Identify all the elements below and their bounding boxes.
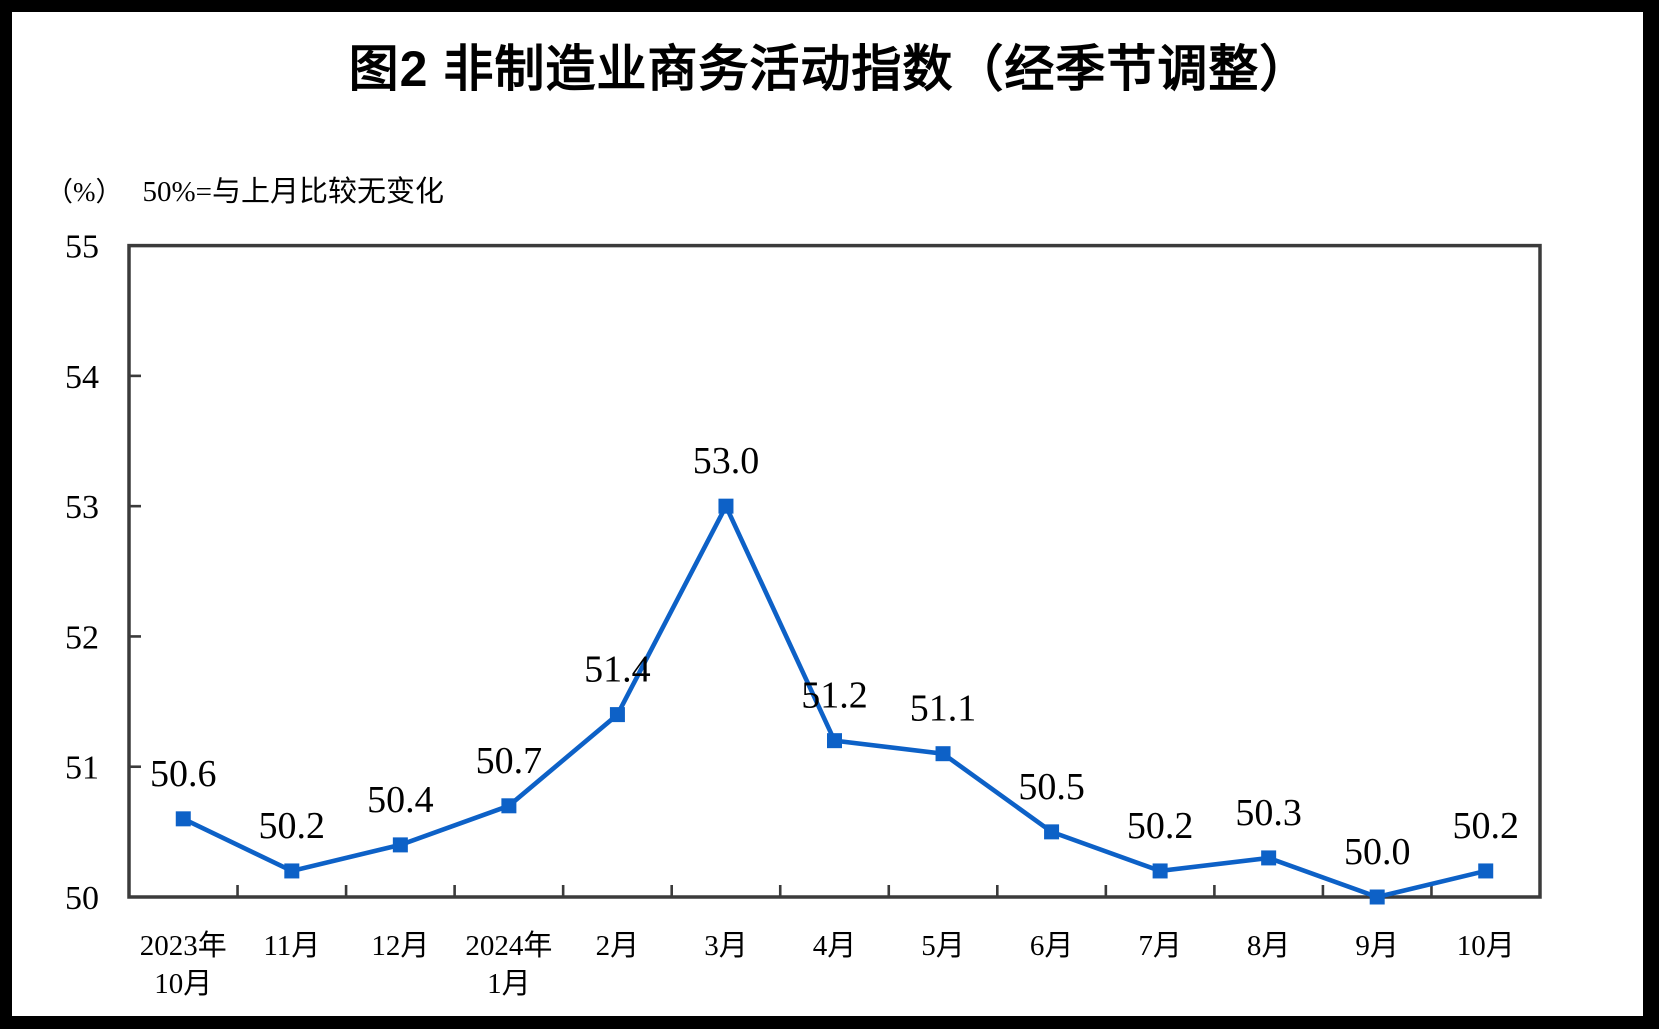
x-axis-category-label: 8月	[1247, 930, 1291, 962]
data-point-marker	[392, 837, 408, 853]
data-point-marker	[718, 498, 734, 514]
y-axis-tick-label: 51	[65, 750, 99, 787]
data-point-label: 50.2	[1127, 805, 1194, 847]
x-axis-category-label: 2023年	[140, 929, 227, 962]
data-point-marker	[827, 733, 842, 749]
subtitle-row: （%） 50%=与上月比较无变化	[46, 168, 444, 210]
data-point-marker	[1478, 863, 1494, 879]
y-axis-unit-label: （%）	[46, 177, 123, 207]
data-point-label: 50.0	[1344, 831, 1411, 873]
data-point-label: 50.7	[476, 740, 543, 782]
chart-canvas	[12, 12, 1643, 1016]
y-axis-tick-label: 53	[65, 489, 99, 526]
data-point-marker	[609, 707, 625, 723]
x-axis-category-label: 6月	[1030, 930, 1074, 962]
data-point-label: 51.1	[910, 688, 977, 730]
x-axis-category-label: 12月	[371, 930, 429, 962]
data-point-marker	[1261, 850, 1277, 866]
data-point-marker	[284, 863, 300, 879]
y-axis-tick-label: 52	[65, 619, 99, 656]
x-axis-category-label: 10月	[1457, 930, 1515, 962]
data-point-label: 51.4	[584, 649, 651, 691]
data-point-marker	[1044, 824, 1060, 840]
data-point-label: 50.6	[150, 753, 217, 795]
data-point-label: 50.3	[1235, 792, 1302, 834]
data-point-label: 53.0	[693, 440, 760, 482]
data-point-marker	[935, 746, 951, 762]
x-axis-category-label: 2024年	[465, 929, 552, 962]
data-point-marker	[1152, 863, 1168, 879]
x-axis-category-label: 7月	[1138, 930, 1182, 962]
data-point-label: 50.2	[259, 805, 326, 847]
y-axis-tick-label: 50	[65, 880, 99, 917]
y-axis-tick-label: 54	[65, 359, 99, 396]
x-axis-category-label: 3月	[704, 930, 748, 962]
x-axis-category-label: 2月	[596, 930, 640, 962]
x-axis-category-label: 9月	[1355, 930, 1399, 962]
baseline-note: 50%=与上月比较无变化	[142, 176, 445, 208]
x-axis-category-label: 5月	[921, 930, 965, 962]
x-axis-category-label: 11月	[263, 930, 320, 962]
data-point-label: 51.2	[801, 675, 868, 717]
x-axis-category-label: 10月	[154, 968, 212, 1000]
data-point-marker	[501, 798, 517, 814]
x-axis-category-label: 4月	[813, 930, 857, 962]
data-point-label: 50.4	[367, 779, 434, 821]
data-point-label: 50.5	[1018, 766, 1085, 808]
data-point-label: 50.2	[1452, 805, 1519, 847]
data-point-marker	[1369, 889, 1385, 905]
chart-title: 图2 非制造业商务活动指数（经季节调整）	[348, 41, 1311, 97]
x-axis-category-label: 1月	[487, 968, 531, 1000]
plot-border	[127, 243, 1542, 899]
y-axis-tick-label: 55	[65, 229, 99, 266]
data-point-marker	[175, 811, 191, 827]
